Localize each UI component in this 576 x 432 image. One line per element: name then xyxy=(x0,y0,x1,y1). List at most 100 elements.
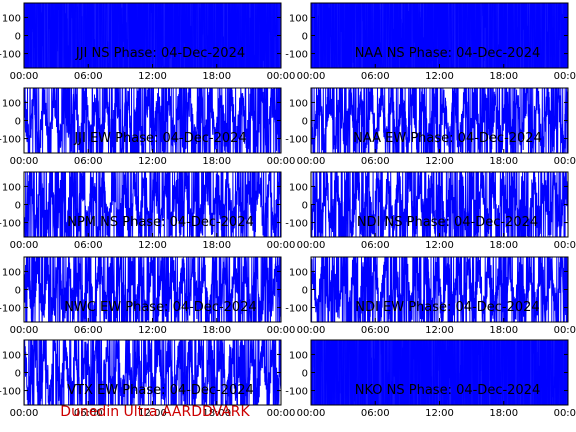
y-tick-label: 0 xyxy=(302,369,308,380)
panel-title: NAA EW Phase: 04-Dec-2024 xyxy=(353,131,542,146)
y-tick-label: 0 xyxy=(302,201,308,212)
x-tick-label: 18:00 xyxy=(202,240,231,251)
panel-3: 100 0 -100 00:00 06:00 12:00 18:00 00:00 JJI EW … xyxy=(0,87,296,167)
x-tick-label: 00:00 xyxy=(267,325,296,336)
x-tick-label: 18:00 xyxy=(489,156,518,167)
y-tick-label: -100 xyxy=(0,219,21,230)
y-tick-label: -100 xyxy=(285,50,308,61)
x-tick-label: 06:00 xyxy=(74,71,103,82)
y-tick-label: 100 xyxy=(289,13,308,24)
panel-title: NAA NS Phase: 04-Dec-2024 xyxy=(355,46,541,61)
y-tick-label: -100 xyxy=(0,304,21,315)
y-tick-label: 0 xyxy=(15,286,21,297)
x-tick-label: 12:00 xyxy=(425,408,454,419)
x-tick-label: 00:00 xyxy=(267,240,296,251)
x-tick-label: 18:00 xyxy=(489,408,518,419)
x-tick-label: 06:00 xyxy=(74,408,103,419)
y-tick-label: 100 xyxy=(2,13,21,24)
panel-title: NDI EW Phase: 04-Dec-2024 xyxy=(355,300,539,315)
panel-8: 100 0 -100 00:00 06:00 12:00 18:00 00:00 NDI EW … xyxy=(285,256,576,336)
x-tick-label: 00:00 xyxy=(297,156,326,167)
footer-caption: Dunedin Ultra AARDDVARK xyxy=(60,404,250,420)
data-trace xyxy=(24,340,281,405)
x-tick-label: 18:00 xyxy=(202,325,231,336)
x-tick-label: 00:00 xyxy=(10,408,39,419)
x-tick-label: 00:00 xyxy=(297,71,326,82)
x-tick-label: 06:00 xyxy=(361,156,390,167)
y-tick-label: 100 xyxy=(2,182,21,193)
x-tick-label: 18:00 xyxy=(489,325,518,336)
x-tick-label: 00:00 xyxy=(554,240,576,251)
y-tick-label: 0 xyxy=(15,117,21,128)
x-tick-label: 12:00 xyxy=(425,156,454,167)
x-tick-label: 00:00 xyxy=(297,408,326,419)
y-tick-label: -100 xyxy=(0,135,21,146)
x-tick-label: 00:00 xyxy=(267,408,296,419)
panel-9: 100 0 -100 00:00 06:00 12:00 18:00 00:00 VTX EW … xyxy=(0,339,296,419)
y-tick-label: 100 xyxy=(2,267,21,278)
panel-1: 100 0 -100 00:00 06:00 12:00 18:00 00:00 JJI NS … xyxy=(0,2,296,82)
y-tick-label: 100 xyxy=(289,350,308,361)
x-tick-label: 12:00 xyxy=(425,240,454,251)
x-tick-label: 12:00 xyxy=(138,156,167,167)
x-tick-label: 18:00 xyxy=(202,408,231,419)
x-tick-label: 06:00 xyxy=(74,325,103,336)
x-tick-label: 06:00 xyxy=(361,71,390,82)
y-tick-label: 0 xyxy=(302,286,308,297)
y-tick-label: 100 xyxy=(289,98,308,109)
y-tick-label: 0 xyxy=(302,117,308,128)
panel-4: 100 0 -100 00:00 06:00 12:00 18:00 00:00 NAA EW … xyxy=(285,87,576,167)
panel-title: VTX EW Phase: 04-Dec-2024 xyxy=(67,383,254,398)
y-tick-label: -100 xyxy=(285,219,308,230)
data-trace xyxy=(24,257,281,322)
panel-title: NPM NS Phase: 04-Dec-2024 xyxy=(67,215,254,230)
y-tick-label: -100 xyxy=(0,50,21,61)
panel-7: 100 0 -100 00:00 06:00 12:00 18:00 00:00 NWC EW … xyxy=(0,256,296,336)
trace-fill xyxy=(311,3,568,68)
y-tick-label: 0 xyxy=(15,201,21,212)
y-tick-label: 100 xyxy=(2,350,21,361)
panel-2: 100 0 -100 00:00 06:00 12:00 18:00 00:00 NAA NS … xyxy=(285,2,576,82)
x-tick-label: 00:00 xyxy=(554,71,576,82)
x-tick-label: 00:00 xyxy=(554,325,576,336)
x-tick-label: 12:00 xyxy=(138,71,167,82)
x-tick-label: 06:00 xyxy=(361,408,390,419)
x-tick-label: 00:00 xyxy=(554,156,576,167)
y-tick-label: 100 xyxy=(2,98,21,109)
y-tick-label: -100 xyxy=(285,387,308,398)
x-tick-label: 12:00 xyxy=(425,325,454,336)
y-tick-label: 100 xyxy=(289,267,308,278)
x-tick-label: 18:00 xyxy=(202,71,231,82)
x-tick-label: 18:00 xyxy=(489,71,518,82)
panel-title: JJI NS Phase: 04-Dec-2024 xyxy=(75,46,245,61)
data-trace xyxy=(311,257,568,322)
y-tick-label: -100 xyxy=(285,304,308,315)
y-tick-label: -100 xyxy=(0,387,21,398)
x-tick-label: 12:00 xyxy=(138,240,167,251)
data-trace xyxy=(24,88,281,153)
x-tick-label: 00:00 xyxy=(554,408,576,419)
x-tick-label: 00:00 xyxy=(297,240,326,251)
panel-title: JJI EW Phase: 04-Dec-2024 xyxy=(73,131,246,146)
panel-title: NKO NS Phase: 04-Dec-2024 xyxy=(355,383,541,398)
x-tick-label: 12:00 xyxy=(138,408,167,419)
y-tick-label: 0 xyxy=(15,32,21,43)
panel-5: 100 0 -100 00:00 06:00 12:00 18:00 00:00 NPM NS … xyxy=(0,171,296,251)
x-tick-label: 12:00 xyxy=(425,71,454,82)
x-tick-label: 18:00 xyxy=(489,240,518,251)
x-tick-label: 12:00 xyxy=(138,325,167,336)
trace-fill xyxy=(24,3,281,68)
panel-title: NWC EW Phase: 04-Dec-2024 xyxy=(64,300,256,315)
x-tick-label: 00:00 xyxy=(10,156,39,167)
x-tick-label: 00:00 xyxy=(267,156,296,167)
x-tick-label: 18:00 xyxy=(202,156,231,167)
x-tick-label: 06:00 xyxy=(74,156,103,167)
y-tick-label: -100 xyxy=(285,135,308,146)
y-tick-label: 0 xyxy=(15,369,21,380)
x-tick-label: 06:00 xyxy=(74,240,103,251)
data-trace xyxy=(311,88,568,153)
x-tick-label: 00:00 xyxy=(10,71,39,82)
x-tick-label: 00:00 xyxy=(297,325,326,336)
x-tick-label: 00:00 xyxy=(267,71,296,82)
